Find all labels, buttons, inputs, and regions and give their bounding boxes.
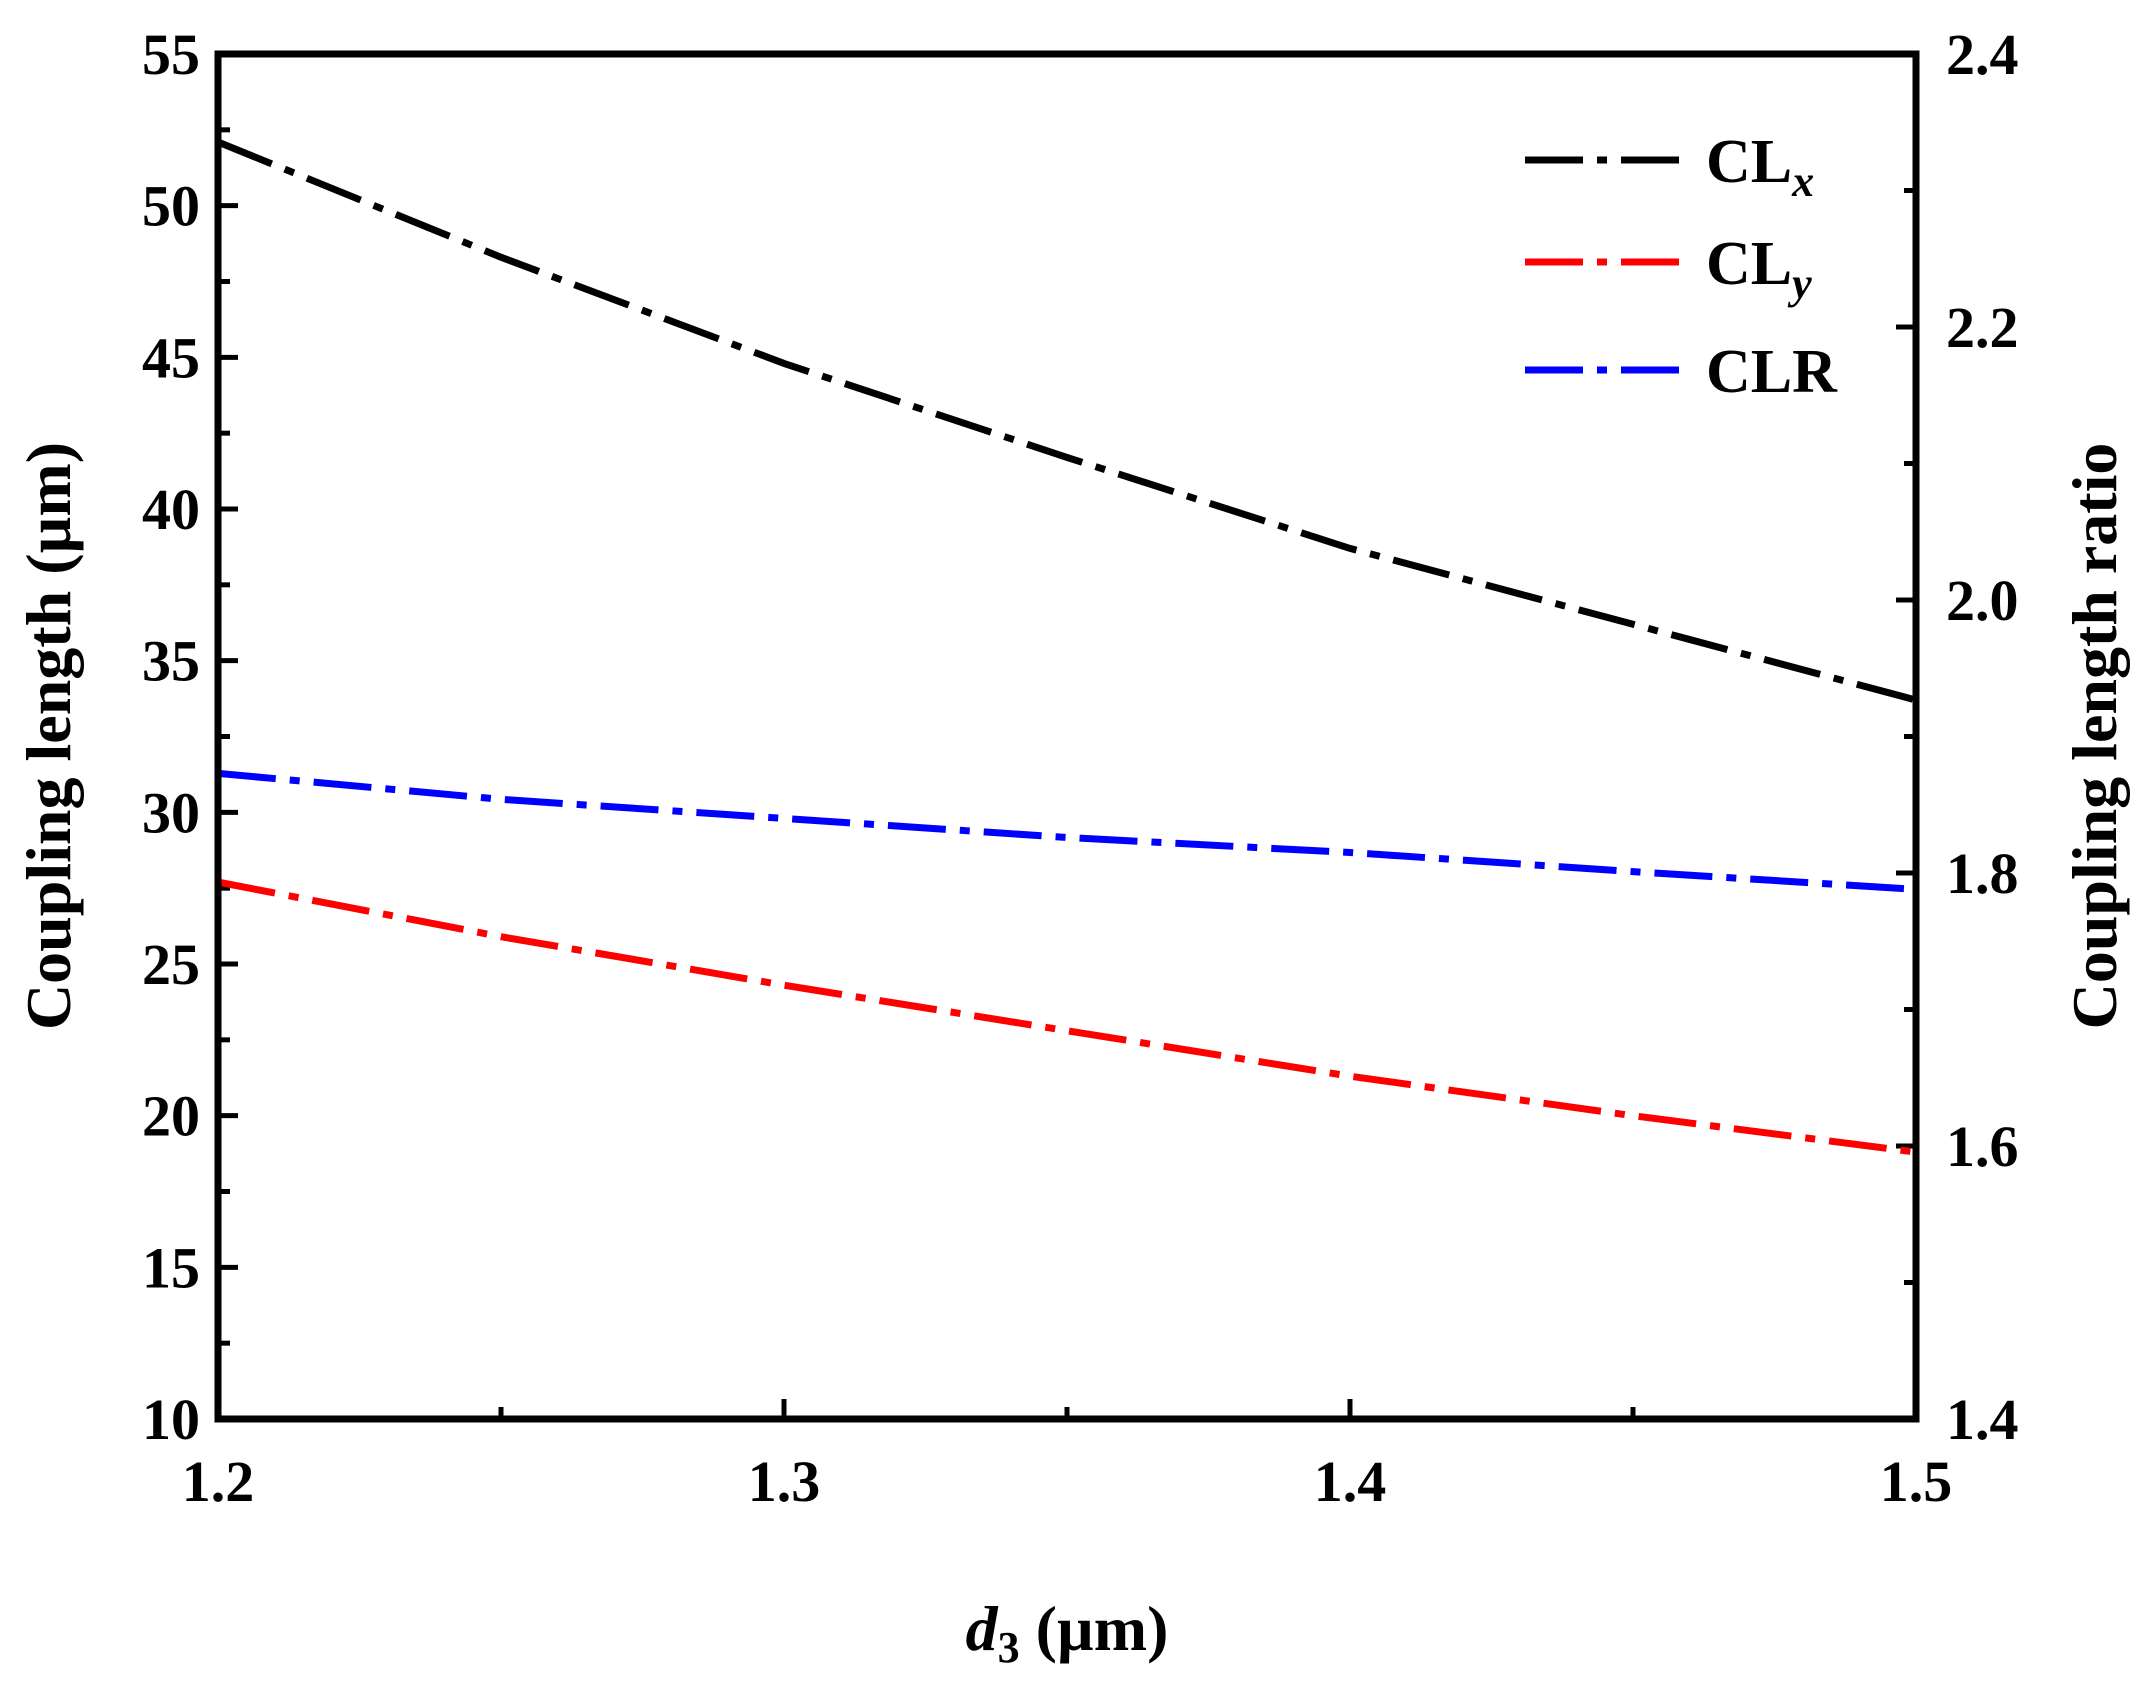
y-axis-left-title: Coupling length (µm)	[13, 442, 84, 1030]
series-lines	[216, 138, 1917, 1156]
legend-label-clx: CLx	[1706, 128, 1814, 206]
legend-label-cly-sub: y	[1787, 259, 1812, 308]
y-right-tick-label: 1.6	[1946, 1114, 2019, 1179]
y-right-tick-label: 2.4	[1946, 22, 2019, 87]
x-tick-label: 1.4	[1314, 1449, 1387, 1514]
y-right-tick-label: 1.8	[1946, 841, 2019, 906]
y-left-tick-label: 40	[142, 477, 200, 542]
series-line-clx	[216, 138, 1917, 704]
minor-ticks	[218, 127, 1916, 1419]
y-left-tick-label: 35	[142, 629, 200, 694]
y-left-tick-label: 20	[142, 1084, 200, 1149]
series-line-clr	[217, 769, 1917, 893]
legend-label-clr-main: CLR	[1706, 338, 1838, 406]
x-tick-label: 1.5	[1880, 1449, 1953, 1514]
legend-label-cly-main: CL	[1706, 230, 1792, 298]
y-left-tick-label: 10	[142, 1387, 200, 1452]
y-left-tick-label: 55	[142, 22, 200, 87]
y-right-tick-label: 2.0	[1946, 568, 2019, 633]
x-tick-label: 1.3	[748, 1449, 821, 1514]
y-right-tick-label: 1.4	[1946, 1387, 2019, 1452]
legend-label-clr: CLR	[1706, 338, 1838, 406]
series-line-cly	[217, 878, 1917, 1156]
legend: CLx CLy CLR	[1525, 128, 1838, 406]
x-axis-title-var: d	[966, 1593, 999, 1664]
x-tick-label: 1.2	[182, 1449, 255, 1514]
y-left-tick-label: 25	[142, 932, 200, 997]
y-left-tick-label: 30	[142, 780, 200, 845]
y-left-tick-label: 15	[142, 1235, 200, 1300]
legend-label-clx-sub: x	[1791, 157, 1814, 206]
y-left-tick-label: 50	[142, 174, 200, 239]
x-axis-title-unit: (µm)	[1020, 1593, 1169, 1664]
y-left-tick-label: 45	[142, 325, 200, 390]
legend-label-clx-main: CL	[1706, 128, 1792, 196]
tick-labels: 1.2 1.3 1.4 1.5101520253035404550551.41.61.…	[142, 22, 2019, 1514]
legend-label-cly: CLy	[1706, 230, 1812, 308]
x-axis-title-sub: 3	[998, 1623, 1020, 1672]
x-axis-title: d3 (µm)	[966, 1593, 1169, 1672]
y-right-tick-label: 2.2	[1946, 295, 2019, 360]
plot-frame	[214, 50, 1920, 1423]
y-axis-right-title: Coupling length ratio	[2059, 443, 2130, 1030]
